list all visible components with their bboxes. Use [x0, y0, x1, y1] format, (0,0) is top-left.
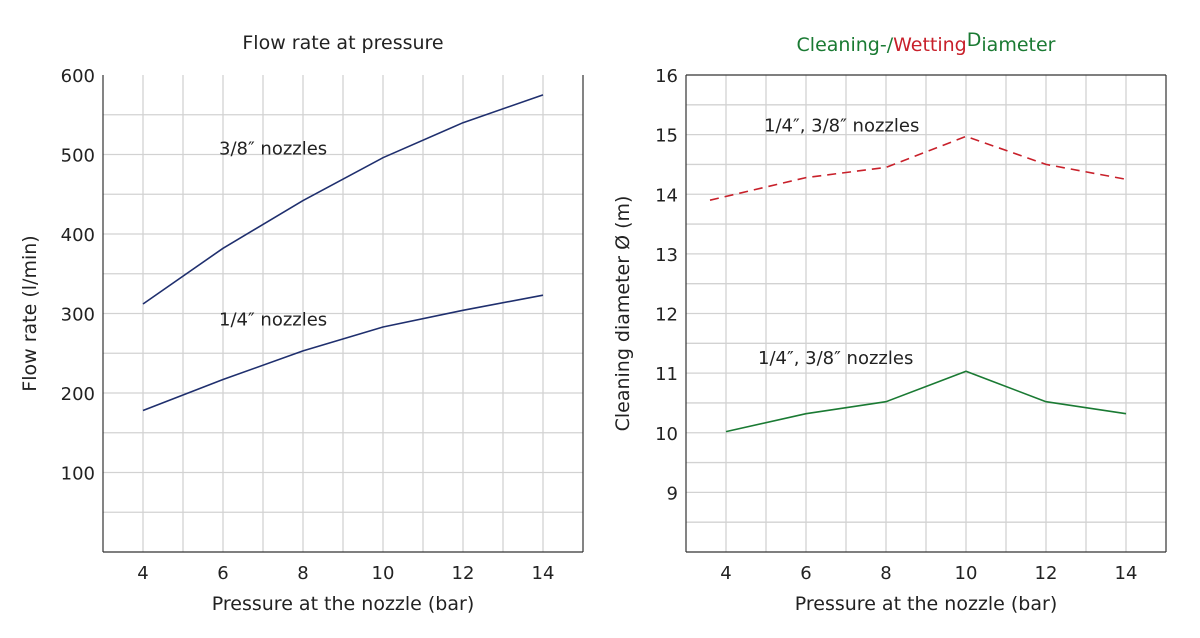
- cleaning-diameter-chart: 4 6 8 10 12 14 9 10 11 12 13 14 15 16 Cleaning-/Wettin…: [612, 29, 1167, 615]
- y-tick-label: 11: [655, 364, 678, 385]
- y-tick-label: 600: [61, 66, 95, 87]
- series-line-2: [142, 294, 544, 412]
- x-tick-label: 14: [532, 563, 555, 584]
- x-tick-label: 8: [880, 563, 891, 584]
- series-line-1: [709, 135, 1127, 201]
- y-tick-label: 15: [655, 126, 678, 147]
- chart-title-part: Cleaning-/: [797, 34, 894, 56]
- chart-title-part: Wetting: [893, 34, 967, 56]
- x-tick-label: 4: [720, 563, 731, 584]
- y-tick-label: 16: [655, 66, 678, 87]
- y-tick-label: 200: [61, 384, 95, 405]
- y-tick-label: 400: [61, 225, 95, 246]
- y-tick-label: 9: [667, 483, 678, 504]
- chart-title-part: D: [967, 29, 982, 51]
- y-axis-label: Flow rate (l/min): [19, 235, 41, 391]
- chart-title: Cleaning-/WettingDiameter: [797, 29, 1056, 56]
- chart-title-part: iameter: [981, 34, 1055, 56]
- grid: [686, 75, 1166, 552]
- series-annotation: 1/4″, 3/8″ nozzles: [764, 116, 919, 137]
- x-tick-label: 12: [1035, 563, 1058, 584]
- flow-rate-chart: 4 6 8 10 12 14 100 200 300 400 500 600 Flow rate at …: [19, 32, 584, 615]
- x-tick-label: 10: [955, 563, 978, 584]
- series-line-1: [142, 94, 544, 305]
- x-tick-label: 14: [1115, 563, 1138, 584]
- y-axis-label: Cleaning diameter Ø (m): [612, 196, 634, 432]
- y-tick-label: 100: [61, 464, 95, 485]
- x-axis-label: Pressure at the nozzle (bar): [212, 593, 474, 615]
- y-tick-label: 10: [655, 424, 678, 445]
- x-tick-label: 10: [372, 563, 395, 584]
- x-tick-label: 6: [800, 563, 811, 584]
- y-tick-label: 12: [655, 305, 678, 326]
- y-tick-label: 300: [61, 305, 95, 326]
- x-axis-label: Pressure at the nozzle (bar): [795, 593, 1057, 615]
- series-annotation: 1/4″ nozzles: [219, 309, 327, 330]
- series-line-2: [725, 370, 1127, 433]
- y-tick-label: 13: [655, 245, 678, 266]
- y-tick-label: 14: [655, 185, 678, 206]
- grid: [103, 75, 583, 552]
- y-tick-label: 500: [61, 146, 95, 167]
- x-tick-label: 12: [452, 563, 475, 584]
- x-tick-label: 6: [217, 563, 228, 584]
- x-tick-label: 8: [297, 563, 308, 584]
- chart-title: Flow rate at pressure: [242, 32, 443, 54]
- series-annotation: 1/4″, 3/8″ nozzles: [758, 348, 913, 369]
- series-annotation: 3/8″ nozzles: [219, 139, 327, 160]
- x-tick-label: 4: [137, 563, 148, 584]
